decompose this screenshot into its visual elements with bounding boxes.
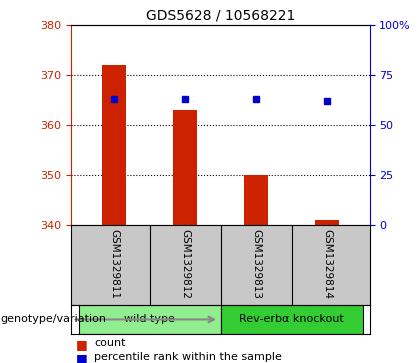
Text: genotype/variation: genotype/variation (0, 314, 106, 325)
Text: ■: ■ (76, 338, 87, 351)
Bar (173, 110, 197, 225)
Bar (102, 65, 126, 225)
Text: ■: ■ (76, 352, 87, 363)
Text: percentile rank within the sample: percentile rank within the sample (94, 352, 282, 362)
Text: GSM1329813: GSM1329813 (251, 229, 261, 299)
Text: wild type: wild type (124, 314, 175, 325)
Title: GDS5628 / 10568221: GDS5628 / 10568221 (146, 9, 295, 23)
Bar (315, 220, 339, 225)
Text: Rev-erbα knockout: Rev-erbα knockout (239, 314, 344, 325)
Text: GSM1329814: GSM1329814 (322, 229, 332, 299)
Text: count: count (94, 338, 126, 348)
Bar (220, 305, 362, 334)
Text: GSM1329811: GSM1329811 (109, 229, 119, 299)
Bar (244, 175, 268, 225)
Text: GSM1329812: GSM1329812 (180, 229, 190, 299)
Bar (79, 305, 220, 334)
